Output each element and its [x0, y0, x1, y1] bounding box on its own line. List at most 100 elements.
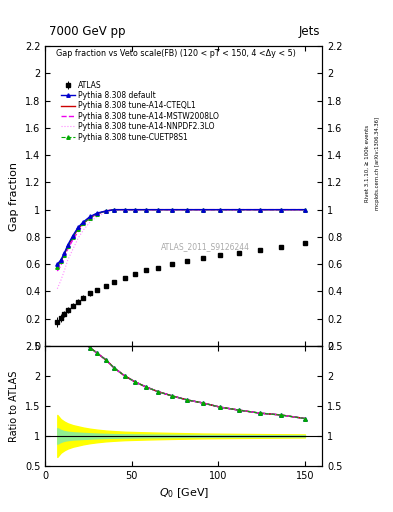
Pythia 8.308 default: [257, 206, 262, 212]
Pythia 8.308 tune-A14-CTEQL1: [76, 226, 81, 232]
Pythia 8.308 tune-CUETP8S1: [257, 206, 262, 212]
Pythia 8.308 tune-A14-CTEQL1: [59, 259, 63, 265]
Text: mcplots.cern.ch [arXiv:1306.34.36]: mcplots.cern.ch [arXiv:1306.34.36]: [375, 117, 380, 210]
Pythia 8.308 tune-A14-CTEQL1: [200, 206, 205, 212]
Pythia 8.308 tune-CUETP8S1: [81, 220, 86, 226]
Pythia 8.308 tune-CUETP8S1: [65, 243, 70, 249]
Line: Pythia 8.308 tune-A14-NNPDF2.3LO: Pythia 8.308 tune-A14-NNPDF2.3LO: [57, 209, 305, 289]
Pythia 8.308 default: [185, 206, 189, 212]
Pythia 8.308 tune-CUETP8S1: [123, 206, 127, 212]
Text: Gap fraction vs Veto scale(FB) (120 < pT < 150, 4 <Δy < 5): Gap fraction vs Veto scale(FB) (120 < pT…: [56, 49, 296, 58]
Pythia 8.308 tune-CUETP8S1: [169, 206, 174, 212]
Text: 7000 GeV pp: 7000 GeV pp: [49, 26, 126, 38]
Pythia 8.308 tune-A14-MSTW2008LO: [200, 206, 205, 212]
Pythia 8.308 tune-A14-CTEQL1: [112, 206, 117, 212]
Pythia 8.308 tune-A14-NNPDF2.3LO: [200, 206, 205, 212]
Text: Rivet 3.1.10, ≥ 100k events: Rivet 3.1.10, ≥ 100k events: [365, 125, 370, 202]
Pythia 8.308 tune-CUETP8S1: [237, 206, 241, 212]
Pythia 8.308 tune-CUETP8S1: [55, 264, 60, 270]
Pythia 8.308 default: [123, 206, 127, 212]
Pythia 8.308 tune-A14-MSTW2008LO: [237, 206, 241, 212]
Pythia 8.308 tune-CUETP8S1: [278, 206, 283, 212]
Pythia 8.308 tune-A14-NNPDF2.3LO: [95, 214, 99, 220]
Pythia 8.308 tune-A14-NNPDF2.3LO: [185, 206, 189, 212]
Pythia 8.308 tune-A14-CTEQL1: [237, 206, 241, 212]
Pythia 8.308 default: [65, 242, 70, 248]
Pythia 8.308 tune-A14-NNPDF2.3LO: [278, 206, 283, 212]
Pythia 8.308 tune-A14-MSTW2008LO: [95, 210, 99, 217]
Pythia 8.308 tune-A14-NNPDF2.3LO: [65, 257, 70, 263]
Pythia 8.308 tune-CUETP8S1: [76, 226, 81, 232]
Pythia 8.308 tune-CUETP8S1: [95, 210, 99, 217]
Pythia 8.308 tune-A14-MSTW2008LO: [278, 206, 283, 212]
Pythia 8.308 default: [55, 261, 60, 267]
X-axis label: $Q_0$ [GeV]: $Q_0$ [GeV]: [158, 486, 209, 500]
Pythia 8.308 tune-A14-NNPDF2.3LO: [62, 268, 66, 274]
Pythia 8.308 default: [218, 206, 222, 212]
Pythia 8.308 tune-A14-MSTW2008LO: [133, 206, 138, 212]
Pythia 8.308 tune-A14-NNPDF2.3LO: [71, 246, 75, 252]
Line: Pythia 8.308 tune-CUETP8S1: Pythia 8.308 tune-CUETP8S1: [55, 208, 307, 269]
Pythia 8.308 tune-CUETP8S1: [62, 251, 66, 258]
Text: ATLAS_2011_S9126244: ATLAS_2011_S9126244: [162, 243, 250, 251]
Y-axis label: Gap fraction: Gap fraction: [9, 161, 19, 230]
Pythia 8.308 tune-A14-MSTW2008LO: [65, 246, 70, 252]
Line: Pythia 8.308 tune-A14-MSTW2008LO: Pythia 8.308 tune-A14-MSTW2008LO: [57, 209, 305, 271]
Pythia 8.308 tune-A14-CTEQL1: [55, 263, 60, 269]
Pythia 8.308 tune-CUETP8S1: [71, 234, 75, 240]
Line: Pythia 8.308 default: Pythia 8.308 default: [55, 208, 307, 266]
Pythia 8.308 default: [103, 208, 108, 214]
Pythia 8.308 tune-A14-MSTW2008LO: [81, 222, 86, 228]
Pythia 8.308 tune-A14-MSTW2008LO: [88, 215, 93, 221]
Pythia 8.308 tune-CUETP8S1: [112, 206, 117, 212]
Pythia 8.308 tune-A14-CTEQL1: [95, 210, 99, 217]
Pythia 8.308 default: [88, 214, 93, 220]
Pythia 8.308 default: [76, 224, 81, 230]
Pythia 8.308 tune-CUETP8S1: [200, 206, 205, 212]
Pythia 8.308 tune-A14-NNPDF2.3LO: [103, 209, 108, 216]
Pythia 8.308 tune-A14-CTEQL1: [169, 206, 174, 212]
Pythia 8.308 tune-A14-MSTW2008LO: [123, 206, 127, 212]
Pythia 8.308 tune-A14-MSTW2008LO: [71, 237, 75, 243]
Pythia 8.308 default: [237, 206, 241, 212]
Pythia 8.308 tune-CUETP8S1: [103, 208, 108, 214]
Pythia 8.308 tune-A14-MSTW2008LO: [257, 206, 262, 212]
Pythia 8.308 tune-A14-NNPDF2.3LO: [155, 206, 160, 212]
Pythia 8.308 tune-A14-MSTW2008LO: [155, 206, 160, 212]
Pythia 8.308 tune-A14-MSTW2008LO: [303, 206, 307, 212]
Pythia 8.308 tune-CUETP8S1: [133, 206, 138, 212]
Pythia 8.308 default: [133, 206, 138, 212]
Pythia 8.308 default: [59, 257, 63, 263]
Pythia 8.308 default: [169, 206, 174, 212]
Pythia 8.308 tune-A14-CTEQL1: [123, 206, 127, 212]
Pythia 8.308 tune-CUETP8S1: [155, 206, 160, 212]
Pythia 8.308 tune-A14-NNPDF2.3LO: [133, 206, 138, 212]
Pythia 8.308 tune-A14-CTEQL1: [133, 206, 138, 212]
Pythia 8.308 tune-A14-CTEQL1: [71, 234, 75, 240]
Pythia 8.308 tune-A14-MSTW2008LO: [62, 254, 66, 261]
Pythia 8.308 tune-A14-MSTW2008LO: [103, 208, 108, 214]
Pythia 8.308 tune-A14-CTEQL1: [218, 206, 222, 212]
Pythia 8.308 default: [303, 206, 307, 212]
Pythia 8.308 tune-A14-CTEQL1: [143, 206, 148, 212]
Pythia 8.308 tune-A14-NNPDF2.3LO: [123, 206, 127, 212]
Pythia 8.308 tune-A14-NNPDF2.3LO: [76, 235, 81, 241]
Pythia 8.308 tune-A14-NNPDF2.3LO: [59, 278, 63, 284]
Pythia 8.308 default: [278, 206, 283, 212]
Pythia 8.308 tune-A14-CTEQL1: [62, 251, 66, 258]
Y-axis label: Ratio to ATLAS: Ratio to ATLAS: [9, 370, 19, 442]
Pythia 8.308 tune-A14-MSTW2008LO: [185, 206, 189, 212]
Pythia 8.308 tune-A14-CTEQL1: [257, 206, 262, 212]
Pythia 8.308 tune-A14-CTEQL1: [155, 206, 160, 212]
Pythia 8.308 tune-A14-NNPDF2.3LO: [257, 206, 262, 212]
Pythia 8.308 tune-A14-CTEQL1: [103, 208, 108, 214]
Pythia 8.308 tune-A14-CTEQL1: [81, 220, 86, 226]
Pythia 8.308 tune-A14-NNPDF2.3LO: [55, 286, 60, 292]
Pythia 8.308 tune-A14-NNPDF2.3LO: [112, 206, 117, 212]
Pythia 8.308 tune-A14-CTEQL1: [88, 215, 93, 221]
Pythia 8.308 tune-CUETP8S1: [88, 215, 93, 221]
Pythia 8.308 tune-A14-NNPDF2.3LO: [88, 219, 93, 225]
Pythia 8.308 default: [200, 206, 205, 212]
Pythia 8.308 default: [71, 232, 75, 239]
Pythia 8.308 tune-CUETP8S1: [59, 259, 63, 265]
